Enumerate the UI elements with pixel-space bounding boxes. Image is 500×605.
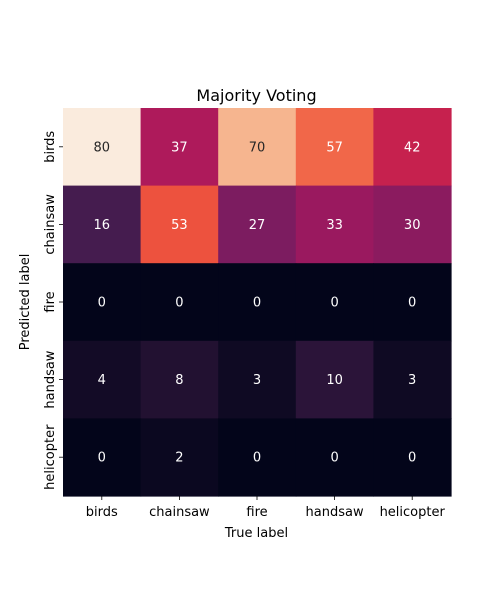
cell-value-label: 3 <box>408 373 416 388</box>
cell-value-label: 57 <box>326 140 343 155</box>
cell-value-label: 8 <box>175 373 183 388</box>
heatmap-cell <box>295 108 374 187</box>
cell-value-label: 70 <box>249 140 266 155</box>
cell-value-label: 0 <box>175 296 183 311</box>
cell-value-label: 0 <box>330 296 338 311</box>
heatmap-cell <box>140 185 219 264</box>
cell-value-label: 80 <box>94 140 111 155</box>
cell-value-label: 2 <box>175 451 183 466</box>
heatmap-cell <box>373 340 452 419</box>
heatmap-cell <box>63 263 142 342</box>
chart-title: Majority Voting <box>196 86 316 105</box>
heatmap-cell <box>295 185 374 264</box>
cell-value-label: 0 <box>408 296 416 311</box>
heatmap-cell <box>373 418 452 497</box>
y-axis-label: Predicted label <box>18 254 33 351</box>
cell-value-label: 27 <box>249 218 266 233</box>
heatmap-cell <box>140 418 219 497</box>
cell-value-label: 10 <box>326 373 343 388</box>
heatmap-cell <box>218 185 297 264</box>
cell-value-label: 0 <box>98 296 106 311</box>
x-tick-label: fire <box>246 505 267 520</box>
cell-value-label: 3 <box>253 373 261 388</box>
y-tick-label: handsaw <box>43 350 58 408</box>
heatmap-cell <box>295 418 374 497</box>
heatmap-cell <box>295 340 374 419</box>
cell-value-label: 30 <box>404 218 421 233</box>
cell-value-label: 0 <box>330 451 338 466</box>
heatmap-cell <box>63 185 142 264</box>
cell-value-label: 42 <box>404 140 421 155</box>
cell-value-label: 0 <box>98 451 106 466</box>
x-tick-label: chainsaw <box>149 505 210 520</box>
cell-value-label: 0 <box>408 451 416 466</box>
heatmap-cell <box>140 340 219 419</box>
cell-value-label: 33 <box>326 218 343 233</box>
heatmap-cell <box>63 418 142 497</box>
cell-value-label: 53 <box>171 218 188 233</box>
heatmap-cell <box>218 263 297 342</box>
heatmap-cell <box>140 263 219 342</box>
cell-value-label: 4 <box>98 373 106 388</box>
x-tick-label: birds <box>86 505 118 520</box>
heatmap-cell <box>373 263 452 342</box>
y-tick-label: chainsaw <box>43 194 58 255</box>
heatmap-cell <box>63 108 142 187</box>
heatmap-cell <box>218 340 297 419</box>
heatmap-cell <box>295 263 374 342</box>
heatmap-cell <box>373 185 452 264</box>
heatmap-cell <box>218 418 297 497</box>
cell-value-label: 0 <box>253 451 261 466</box>
x-axis-ticks: birds chainsaw fire handsaw helicopter <box>86 496 446 520</box>
y-tick-label: fire <box>43 291 58 312</box>
cell-value-label: 37 <box>171 140 188 155</box>
heatmap-cell <box>218 108 297 187</box>
x-tick-label: handsaw <box>306 505 364 520</box>
heatmap-cell <box>63 340 142 419</box>
x-axis-label: True label <box>224 526 288 541</box>
heatmap-cell <box>140 108 219 187</box>
y-tick-label: birds <box>43 131 58 163</box>
y-axis-ticks: birds chainsaw fire handsaw helicopter <box>43 131 63 490</box>
x-tick-label: helicopter <box>380 505 446 520</box>
heatmap-cell <box>373 108 452 187</box>
y-tick-label: helicopter <box>43 424 58 490</box>
cell-value-label: 0 <box>253 296 261 311</box>
cell-value-label: 16 <box>94 218 111 233</box>
